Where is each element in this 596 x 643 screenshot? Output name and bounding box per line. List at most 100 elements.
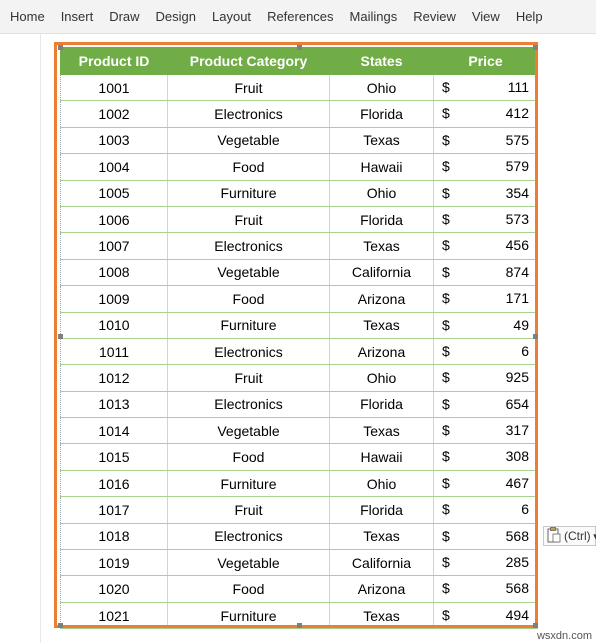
cell-price[interactable]: $285 (433, 549, 538, 577)
tab-view[interactable]: View (471, 9, 500, 24)
price-currency: $ (442, 210, 450, 227)
cell-state[interactable]: Hawaii (329, 443, 434, 471)
cell-price[interactable]: $467 (433, 469, 538, 498)
resize-handle-bottom-left[interactable] (58, 623, 63, 628)
data-table[interactable]: Product ID Product Category States Price… (60, 47, 538, 630)
price-amount: 308 (505, 448, 529, 465)
cell-state[interactable]: Texas (329, 417, 434, 445)
price-currency: $ (442, 105, 450, 122)
table-row: 1010 Furniture Texas $49 (60, 311, 538, 339)
cell-product-id[interactable]: 1012 (60, 364, 168, 392)
cell-state[interactable]: Ohio (329, 364, 434, 392)
page-margin-line (40, 34, 41, 643)
resize-handle-top[interactable] (297, 45, 302, 50)
cell-product-category[interactable]: Electronics (167, 232, 330, 260)
price-currency: $ (442, 342, 450, 359)
cell-price[interactable]: $925 (433, 364, 538, 392)
cell-product-category[interactable]: Electronics (167, 100, 330, 128)
cell-state[interactable]: California (329, 258, 434, 287)
cell-state[interactable]: Ohio (329, 73, 434, 102)
tab-insert[interactable]: Insert (60, 9, 94, 24)
cell-product-category[interactable]: Furniture (167, 469, 330, 498)
cell-price[interactable]: $456 (433, 232, 538, 260)
resize-handle-left[interactable] (58, 334, 63, 339)
cell-product-id[interactable]: 1008 (60, 258, 168, 287)
tab-references[interactable]: References (267, 9, 334, 24)
cell-state[interactable]: Arizona (329, 575, 434, 603)
tab-layout[interactable]: Layout (212, 9, 252, 24)
price-currency: $ (442, 369, 450, 386)
table-row: 1013 Electronics Florida $654 (60, 390, 538, 419)
resize-handle-bottom[interactable] (297, 623, 302, 628)
cell-product-id[interactable]: 1007 (60, 232, 168, 260)
cell-product-id[interactable]: 1016 (60, 469, 168, 498)
cell-product-category[interactable]: Vegetable (167, 126, 330, 155)
header-product-id[interactable]: Product ID (60, 47, 168, 75)
tab-help[interactable]: Help (515, 9, 543, 24)
table-row: 1006 Fruit Florida $573 (60, 205, 538, 234)
table-row: 1009 Food Arizona $171 (60, 285, 538, 313)
cell-state[interactable]: Hawaii (329, 153, 434, 181)
cell-product-category[interactable]: Vegetable (167, 417, 330, 445)
resize-handle-top-right[interactable] (533, 45, 538, 50)
header-price[interactable]: Price (433, 47, 538, 75)
cell-product-category[interactable]: Electronics (167, 337, 330, 366)
cell-state[interactable]: California (329, 549, 434, 577)
price-amount: 354 (505, 184, 529, 201)
cell-product-category[interactable]: Food (167, 285, 330, 313)
cell-state[interactable]: Florida (329, 205, 434, 234)
resize-handle-top-left[interactable] (58, 45, 63, 50)
price-currency: $ (442, 290, 450, 307)
cell-product-category[interactable]: Food (167, 575, 330, 603)
cell-price[interactable]: $494 (433, 601, 538, 630)
cell-price[interactable]: $654 (433, 390, 538, 419)
cell-price[interactable]: $171 (433, 285, 538, 313)
cell-product-id[interactable]: 1021 (60, 601, 168, 630)
cell-product-category[interactable]: Fruit (167, 73, 330, 102)
cell-price[interactable]: $579 (433, 153, 538, 181)
price-currency: $ (442, 422, 450, 439)
price-currency: $ (442, 131, 450, 148)
tab-design[interactable]: Design (155, 9, 197, 24)
cell-state[interactable]: Texas (329, 232, 434, 260)
price-amount: 568 (505, 527, 529, 544)
cell-product-id[interactable]: 1017 (60, 496, 168, 524)
price-amount: 925 (505, 369, 529, 386)
tab-draw[interactable]: Draw (109, 9, 140, 24)
price-amount: 6 (521, 342, 529, 359)
price-currency: $ (442, 395, 450, 412)
resize-handle-right[interactable] (533, 334, 538, 339)
cell-price[interactable]: $308 (433, 443, 538, 471)
cell-product-id[interactable]: 1001 (60, 73, 168, 102)
cell-price[interactable]: $354 (433, 179, 538, 207)
cell-price[interactable]: $412 (433, 100, 538, 128)
table-row: 1004 Food Hawaii $579 (60, 153, 538, 181)
price-amount: 467 (505, 474, 529, 491)
tab-review[interactable]: Review (413, 9, 456, 24)
tab-home[interactable]: Home (10, 9, 45, 24)
cell-product-category[interactable]: Furniture (167, 311, 330, 339)
paste-options-button[interactable]: (Ctrl) ▼ (543, 526, 596, 546)
cell-product-category[interactable]: Vegetable (167, 549, 330, 577)
tab-mailings[interactable]: Mailings (349, 9, 398, 24)
cell-price[interactable]: $111 (433, 73, 538, 102)
table-row: 1012 Fruit Ohio $925 (60, 364, 538, 392)
table-row: 1014 Vegetable Texas $317 (60, 417, 538, 445)
cell-product-id[interactable]: 1013 (60, 390, 168, 419)
cell-price[interactable]: $568 (433, 575, 538, 603)
cell-product-id[interactable]: 1009 (60, 285, 168, 313)
cell-state[interactable]: Florida (329, 100, 434, 128)
cell-product-category[interactable]: Furniture (167, 601, 330, 630)
cell-price[interactable]: $6 (433, 337, 538, 366)
resize-handle-bottom-right[interactable] (533, 623, 538, 628)
price-amount: 874 (505, 263, 529, 280)
price-currency: $ (442, 237, 450, 254)
cell-product-category[interactable]: Furniture (167, 179, 330, 207)
cell-product-id[interactable]: 1014 (60, 417, 168, 445)
table-body: 1001 Fruit Ohio $111 1002 Electronics Florida $… (60, 73, 538, 630)
cell-state[interactable]: Texas (329, 601, 434, 630)
cell-state[interactable]: Texas (329, 311, 434, 339)
price-amount: 171 (505, 290, 529, 307)
cell-product-id[interactable]: 1003 (60, 126, 168, 155)
price-currency: $ (442, 79, 450, 95)
